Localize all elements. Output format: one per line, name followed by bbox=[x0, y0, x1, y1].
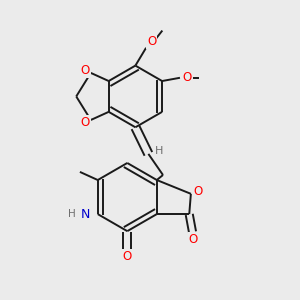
Text: O: O bbox=[123, 250, 132, 262]
Text: H: H bbox=[154, 146, 163, 156]
Text: O: O bbox=[80, 64, 90, 77]
Text: O: O bbox=[194, 185, 202, 198]
Text: O: O bbox=[147, 35, 156, 48]
Text: H: H bbox=[68, 209, 76, 219]
Text: O: O bbox=[80, 116, 90, 129]
Text: N: N bbox=[81, 208, 90, 220]
Text: O: O bbox=[188, 232, 198, 246]
Text: O: O bbox=[183, 71, 192, 84]
